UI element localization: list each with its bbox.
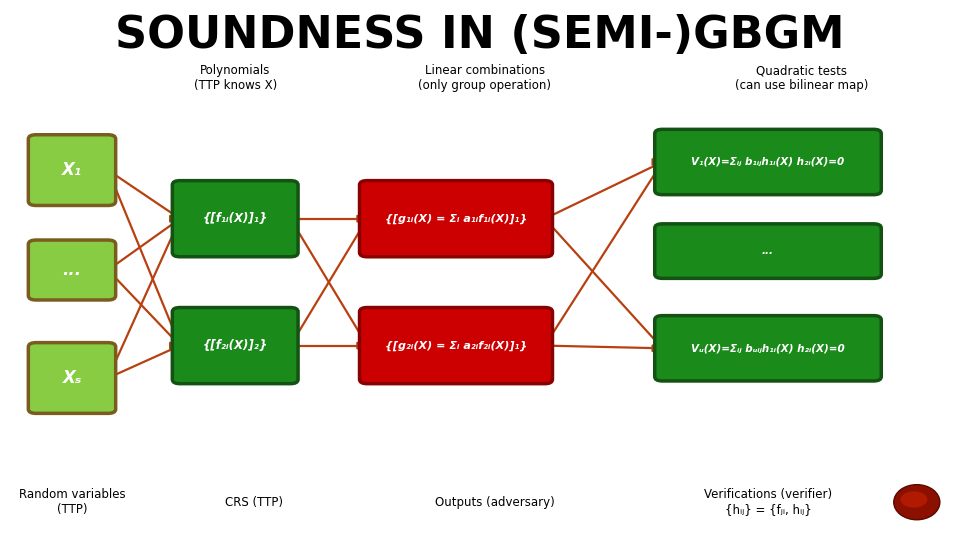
Text: {[f₁ᵢ(X)]₁}: {[f₁ᵢ(X)]₁} [203, 212, 268, 225]
Text: Linear combinations
(only group operation): Linear combinations (only group operatio… [419, 64, 551, 92]
FancyBboxPatch shape [173, 308, 298, 383]
FancyBboxPatch shape [29, 342, 115, 414]
Text: V₁(X)=Σᵢⱼ b₁ᵢⱼh₁ᵢ(X) h₂ᵢ(X)=0: V₁(X)=Σᵢⱼ b₁ᵢⱼh₁ᵢ(X) h₂ᵢ(X)=0 [691, 157, 845, 167]
FancyBboxPatch shape [655, 315, 881, 381]
FancyBboxPatch shape [173, 180, 298, 257]
Text: X₁: X₁ [62, 161, 82, 179]
Text: Quadratic tests
(can use bilinear map): Quadratic tests (can use bilinear map) [735, 64, 868, 92]
Ellipse shape [900, 491, 927, 508]
FancyBboxPatch shape [29, 134, 115, 205]
Text: {[g₂ᵢ(X) = Σᵢ a₂ᵢf₂ᵢ(X)]₁}: {[g₂ᵢ(X) = Σᵢ a₂ᵢf₂ᵢ(X)]₁} [385, 340, 527, 351]
Text: {[g₁ᵢ(X) = Σᵢ a₁ᵢf₁ᵢ(X)]₁}: {[g₁ᵢ(X) = Σᵢ a₁ᵢf₁ᵢ(X)]₁} [385, 213, 527, 224]
Text: Random variables
(TTP): Random variables (TTP) [18, 488, 126, 516]
Text: Vᵤ(X)=Σᵢⱼ bᵤᵢⱼh₁ᵢ(X) h₂ᵢ(X)=0: Vᵤ(X)=Σᵢⱼ bᵤᵢⱼh₁ᵢ(X) h₂ᵢ(X)=0 [691, 343, 845, 353]
Text: Verifications (verifier)
{hᵢⱼ} = {fⱼᵢ, hᵢⱼ}: Verifications (verifier) {hᵢⱼ} = {fⱼᵢ, h… [704, 488, 832, 516]
Text: CRS (TTP): CRS (TTP) [226, 496, 283, 509]
Text: ...: ... [762, 246, 774, 256]
Text: {[f₂ᵢ(X)]₂}: {[f₂ᵢ(X)]₂} [203, 339, 268, 352]
Ellipse shape [894, 485, 940, 519]
Text: Xₛ: Xₛ [62, 369, 82, 387]
FancyBboxPatch shape [359, 180, 552, 257]
Text: SOUNDNESS IN (SEMI-)GBGM: SOUNDNESS IN (SEMI-)GBGM [115, 14, 845, 57]
FancyBboxPatch shape [359, 308, 552, 383]
Text: Outputs (adversary): Outputs (adversary) [435, 496, 554, 509]
FancyBboxPatch shape [655, 130, 881, 195]
FancyBboxPatch shape [29, 240, 115, 300]
FancyBboxPatch shape [655, 224, 881, 279]
Text: ...: ... [62, 261, 82, 279]
Text: Polynomials
(TTP knows X): Polynomials (TTP knows X) [194, 64, 276, 92]
